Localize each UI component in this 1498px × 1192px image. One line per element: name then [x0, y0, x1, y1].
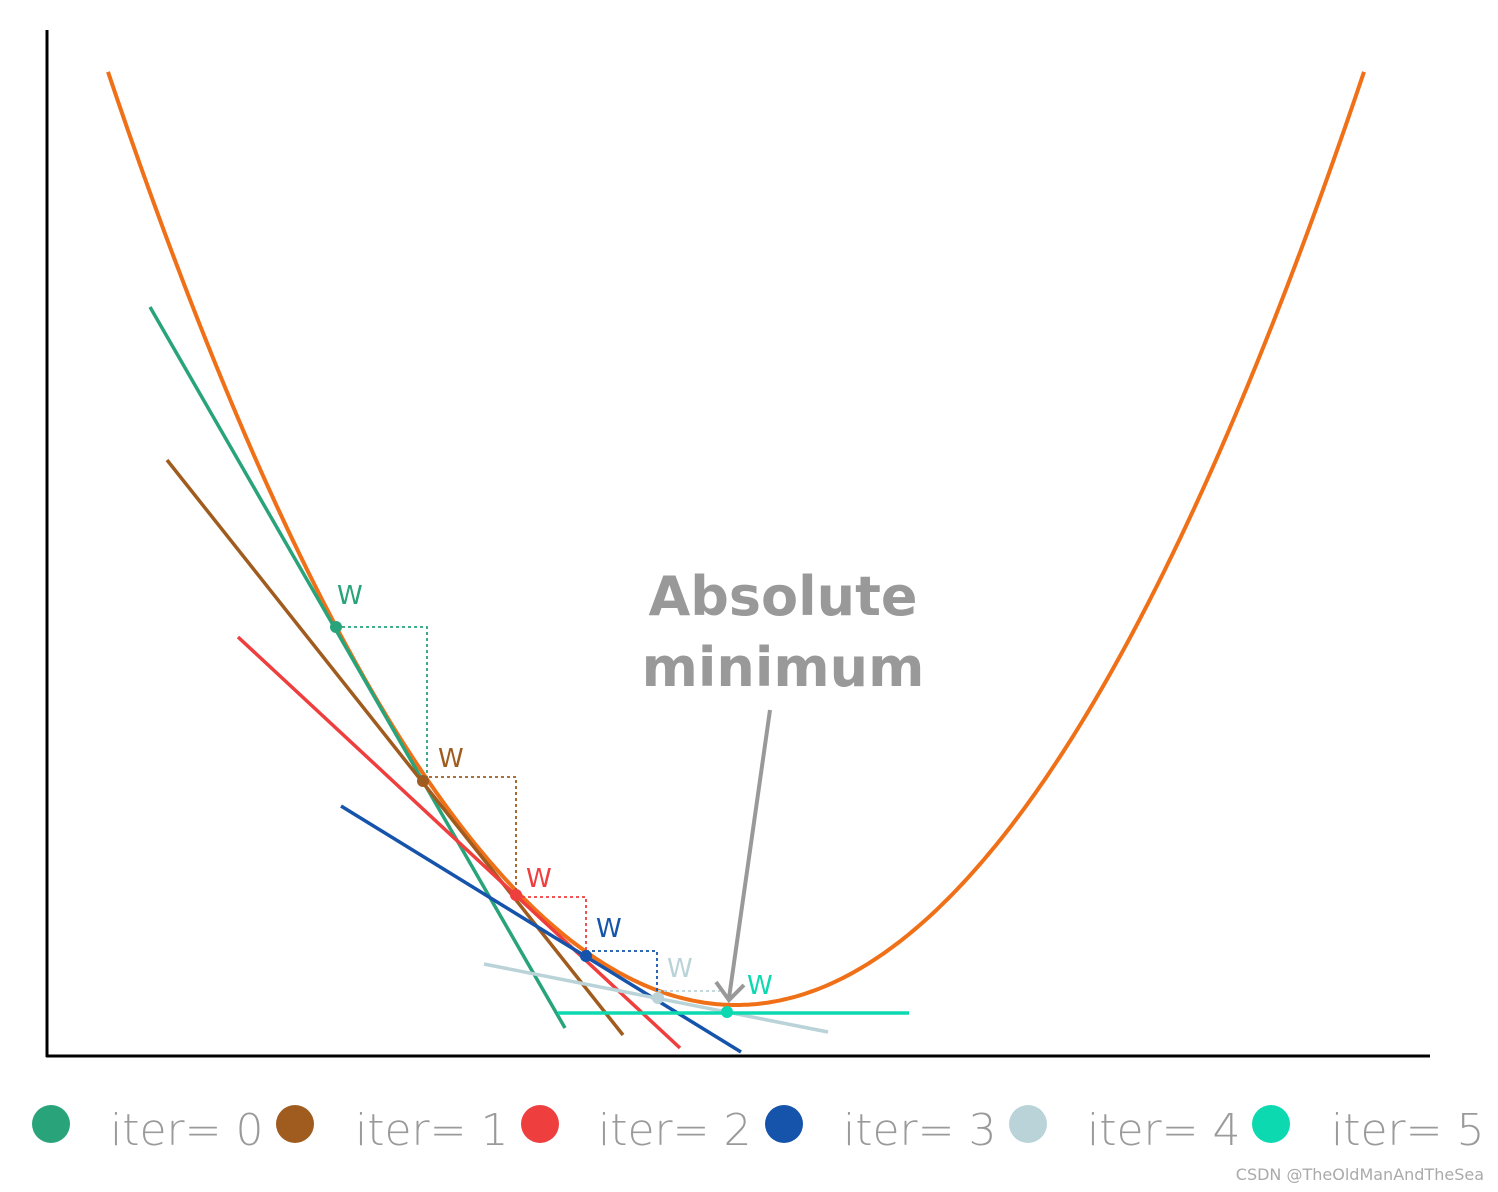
legend-swatch — [765, 1105, 803, 1143]
step — [586, 950, 658, 998]
point — [721, 1006, 733, 1018]
tangent — [148, 306, 567, 1029]
loss-curve — [106, 71, 1366, 1007]
point-label: W — [337, 581, 363, 611]
point — [510, 889, 522, 901]
tangent — [340, 804, 742, 1054]
point-label: W — [747, 971, 773, 1001]
point-label: W — [667, 954, 693, 984]
step — [423, 776, 517, 895]
point-label: W — [596, 914, 622, 944]
tangent — [165, 458, 625, 1037]
legend-swatch — [276, 1105, 314, 1143]
point-label: W — [526, 864, 552, 894]
point — [417, 775, 429, 787]
point — [330, 621, 342, 633]
arrow — [727, 709, 772, 999]
legend-swatch — [32, 1105, 70, 1143]
legend-label: iter= 0 — [110, 1105, 263, 1156]
legend-label: iter= 2 — [598, 1105, 751, 1156]
watermark: CSDN @TheOldManAndTheSea — [1236, 1165, 1484, 1184]
point — [652, 992, 664, 1004]
arrow-head — [714, 980, 746, 1004]
legend-label: iter= 1 — [355, 1105, 508, 1156]
step — [516, 896, 587, 956]
legend-label: iter= 3 — [843, 1105, 996, 1156]
legend-swatch — [1009, 1105, 1047, 1143]
legend-label: iter= 4 — [1087, 1105, 1240, 1156]
point — [580, 950, 592, 962]
tangent — [236, 635, 682, 1050]
annotation: Absolute — [648, 565, 917, 628]
legend-swatch — [1252, 1105, 1290, 1143]
legend-label: iter= 5 — [1331, 1105, 1484, 1156]
annotation: minimum — [642, 636, 925, 699]
legend-swatch — [521, 1105, 559, 1143]
step — [336, 626, 428, 781]
point-label: W — [438, 744, 464, 774]
